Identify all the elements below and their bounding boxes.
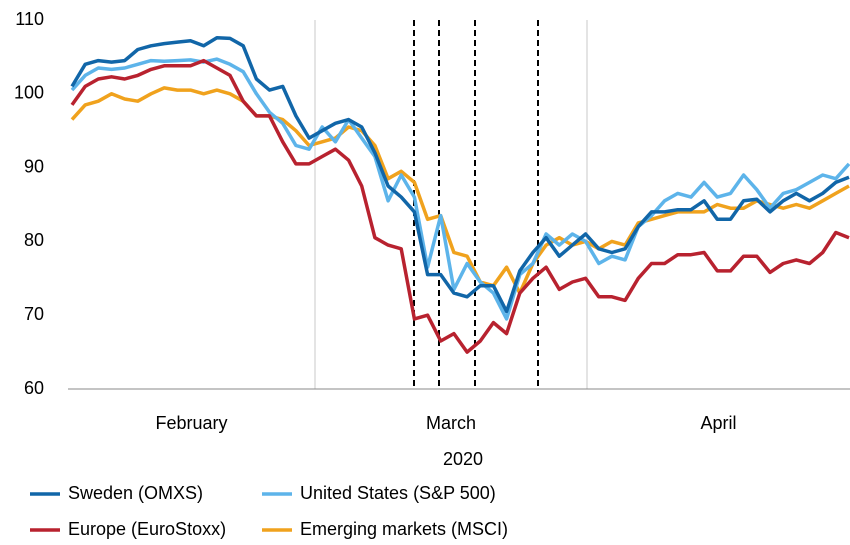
y-tick-label: 60	[24, 378, 44, 398]
series-line	[70, 35, 850, 314]
legend-label: Emerging markets (MSCI)	[300, 519, 508, 539]
series-line	[70, 57, 850, 321]
y-tick-label: 80	[24, 230, 44, 250]
series-line	[70, 86, 850, 295]
x-tick-label: March	[426, 413, 476, 433]
series-line	[70, 58, 850, 354]
legend-label: Europe (EuroStoxx)	[68, 519, 226, 539]
x-tick-label: April	[700, 413, 736, 433]
y-tick-label: 90	[24, 156, 44, 176]
legend-label: Sweden (OMXS)	[68, 483, 203, 503]
x-axis-label: 2020	[443, 449, 483, 469]
legend-label: United States (S&P 500)	[300, 483, 496, 503]
y-tick-label: 70	[24, 304, 44, 324]
y-tick-label: 110	[15, 9, 44, 29]
y-tick-label: 100	[14, 83, 44, 103]
x-tick-label: February	[155, 413, 227, 433]
